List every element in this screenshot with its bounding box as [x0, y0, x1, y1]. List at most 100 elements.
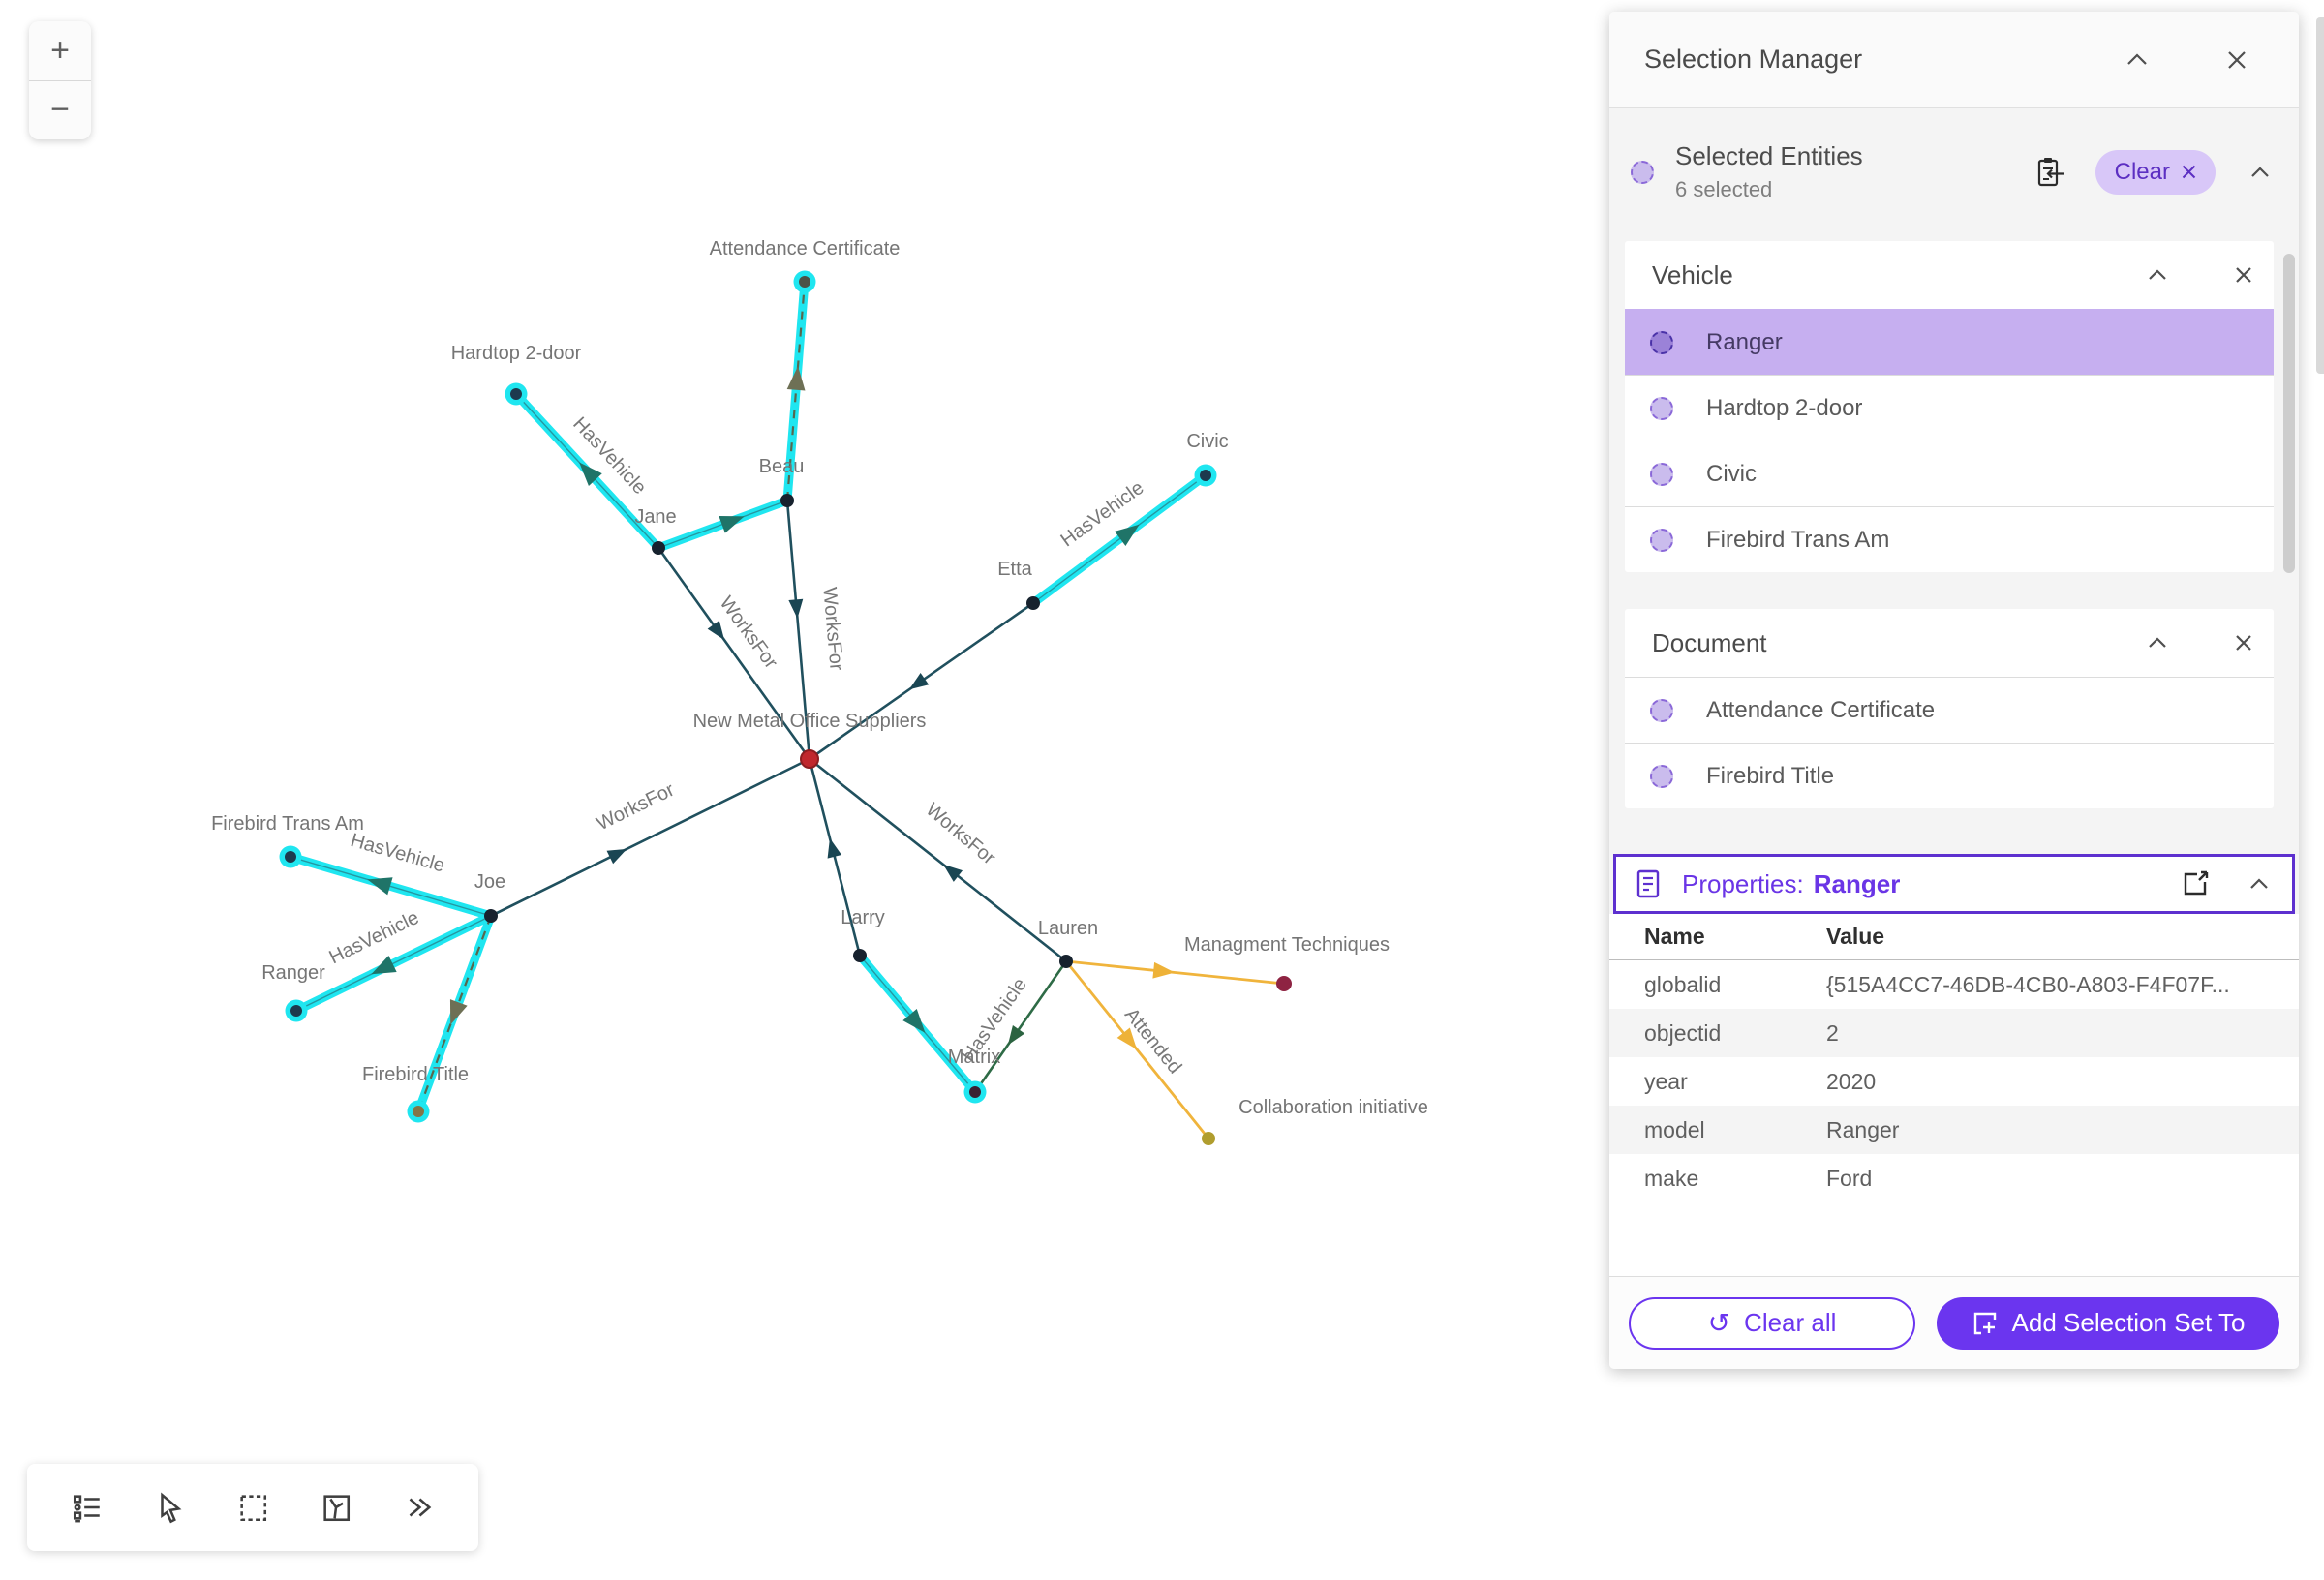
- graph-node-etta[interactable]: [1026, 596, 1040, 610]
- zoom-out-button[interactable]: −: [29, 80, 91, 139]
- list-item-civic[interactable]: Civic: [1625, 441, 2274, 506]
- edge-arrow-icon: [719, 515, 745, 533]
- collapse-group-icon[interactable]: [2144, 633, 2171, 653]
- link-chart-icon[interactable]: [313, 1484, 359, 1531]
- table-row[interactable]: objectid 2: [1609, 1009, 2299, 1057]
- clear-all-label: Clear all: [1744, 1308, 1837, 1337]
- graph-edge[interactable]: [973, 960, 1068, 1093]
- graph-node-ranger[interactable]: [290, 1005, 302, 1017]
- edge-arrow-icon: [606, 848, 627, 865]
- property-value: {515A4CC7-46DB-4CB0-A803-F4F07F...: [1826, 971, 2230, 997]
- graph-node-jane[interactable]: [652, 541, 665, 555]
- graph-edge[interactable]: [1065, 959, 1285, 986]
- edge-core: [1032, 474, 1207, 604]
- table-row[interactable]: model Ranger: [1609, 1106, 2299, 1154]
- add-selection-label: Add Selection Set To: [2011, 1308, 2246, 1337]
- group-name: Document: [1652, 627, 1767, 657]
- entity-badge-icon: [1650, 462, 1673, 486]
- column-header-value: Value: [1826, 924, 1885, 949]
- property-name: globalid: [1644, 971, 1722, 997]
- property-value: 2020: [1826, 1068, 1877, 1094]
- edge-core: [785, 281, 807, 501]
- graph-edge[interactable]: [1064, 960, 1210, 1139]
- copy-selection-icon[interactable]: [2032, 152, 2070, 193]
- add-selection-set-button[interactable]: Add Selection Set To: [1937, 1296, 2279, 1350]
- graph-node-civic[interactable]: [1200, 470, 1211, 481]
- clear-selection-chip[interactable]: Clear: [2095, 149, 2216, 195]
- table-row[interactable]: year 2020: [1609, 1057, 2299, 1106]
- graph-node-matrix[interactable]: [969, 1086, 981, 1098]
- close-group-icon[interactable]: [2231, 630, 2256, 655]
- edge-arrow-icon: [371, 956, 397, 975]
- graph-edge[interactable]: [785, 500, 811, 760]
- properties-icon: [1636, 869, 1660, 898]
- graph-node-collab[interactable]: [1202, 1132, 1215, 1145]
- properties-header[interactable]: Properties: Ranger: [1613, 854, 2295, 914]
- panel-scrollbar[interactable]: [2283, 254, 2295, 573]
- list-item-hardtop-2-door[interactable]: Hardtop 2-door: [1625, 375, 2274, 441]
- entity-badge-icon: [1650, 698, 1673, 722]
- edge-core: [290, 856, 492, 917]
- clear-all-button[interactable]: ↺ Clear all: [1629, 1296, 1915, 1350]
- selected-entities-count: 6 selected: [1675, 177, 1773, 201]
- collapse-selected-entities-icon[interactable]: [2247, 163, 2274, 182]
- collapse-properties-icon[interactable]: [2246, 874, 2273, 894]
- entity-badge-icon: [1650, 330, 1673, 354]
- group-header-vehicle: Vehicle: [1625, 241, 2274, 309]
- graph-node-mgmt[interactable]: [1276, 976, 1292, 991]
- entity-badge-icon: [1631, 160, 1654, 184]
- table-header-row: Name Value: [1609, 914, 2299, 960]
- node-label: Managment Techniques: [1184, 934, 1390, 956]
- table-row[interactable]: make Ford: [1609, 1154, 2299, 1202]
- open-in-new-icon[interactable]: [2178, 866, 2213, 901]
- node-label: Civic: [1186, 431, 1228, 452]
- graph-node-joe[interactable]: [484, 909, 498, 923]
- layer-list-icon[interactable]: [64, 1484, 110, 1531]
- list-item-ranger[interactable]: Ranger: [1625, 309, 2274, 375]
- close-panel-icon[interactable]: [2223, 46, 2250, 74]
- graph-node-larry[interactable]: [853, 949, 867, 962]
- clear-chip-label: Clear: [2114, 158, 2170, 185]
- graph-node-firebird_ta[interactable]: [285, 851, 296, 863]
- panel-title: Selection Manager: [1644, 45, 1863, 74]
- edge-arrow-icon: [902, 1009, 926, 1033]
- graph-node-company[interactable]: [800, 749, 819, 769]
- selected-entities-title: Selected Entities: [1675, 141, 1863, 170]
- collapse-panel-icon[interactable]: [2123, 49, 2152, 70]
- node-label: Attendance Certificate: [710, 238, 901, 259]
- edge-label: HasVehicle: [349, 830, 447, 877]
- list-item-firebird-trans-am[interactable]: Firebird Trans Am: [1625, 506, 2274, 572]
- graph-node-beau[interactable]: [780, 494, 794, 507]
- node-label: Matrix: [948, 1047, 1000, 1068]
- pointer-select-icon[interactable]: [147, 1484, 194, 1531]
- properties-entity-name: Ranger: [1813, 868, 1901, 898]
- list-item-firebird-title[interactable]: Firebird Title: [1625, 743, 2274, 808]
- graph-edge[interactable]: [657, 547, 811, 760]
- entity-badge-icon: [1650, 396, 1673, 420]
- property-name: objectid: [1644, 1019, 1722, 1046]
- graph-node-firebird_title[interactable]: [413, 1106, 424, 1117]
- node-label: Collaboration initiative: [1238, 1097, 1428, 1118]
- edge-arrow-icon: [908, 672, 930, 690]
- zoom-in-button[interactable]: +: [29, 21, 91, 80]
- graph-edge[interactable]: [809, 757, 1067, 963]
- collapse-group-icon[interactable]: [2144, 265, 2171, 285]
- page-scrollbar[interactable]: [2316, 17, 2324, 374]
- expand-more-icon[interactable]: [395, 1484, 442, 1531]
- graph-edge[interactable]: [808, 758, 862, 957]
- close-group-icon[interactable]: [2231, 262, 2256, 288]
- edge-arrow-icon: [1116, 1027, 1138, 1049]
- table-row[interactable]: globalid {515A4CC7-46DB-4CB0-A803-F4F07F…: [1609, 960, 2299, 1009]
- marquee-select-icon[interactable]: [229, 1484, 276, 1531]
- list-item-attendance-certificate[interactable]: Attendance Certificate: [1625, 677, 2274, 743]
- entity-badge-icon: [1650, 764, 1673, 788]
- panel-footer: ↺ Clear all Add Selection Set To: [1609, 1276, 2299, 1369]
- graph-node-lauren[interactable]: [1059, 955, 1073, 968]
- selected-entities-row: Selected Entities 6 selected Clear: [1631, 141, 2274, 202]
- node-label: New Metal Office Suppliers: [693, 711, 927, 732]
- graph-node-hardtop[interactable]: [510, 388, 522, 400]
- panel-header: Selection Manager: [1609, 12, 2299, 108]
- graph-edge[interactable]: [490, 757, 810, 918]
- graph-node-attendance_certificate[interactable]: [799, 276, 810, 288]
